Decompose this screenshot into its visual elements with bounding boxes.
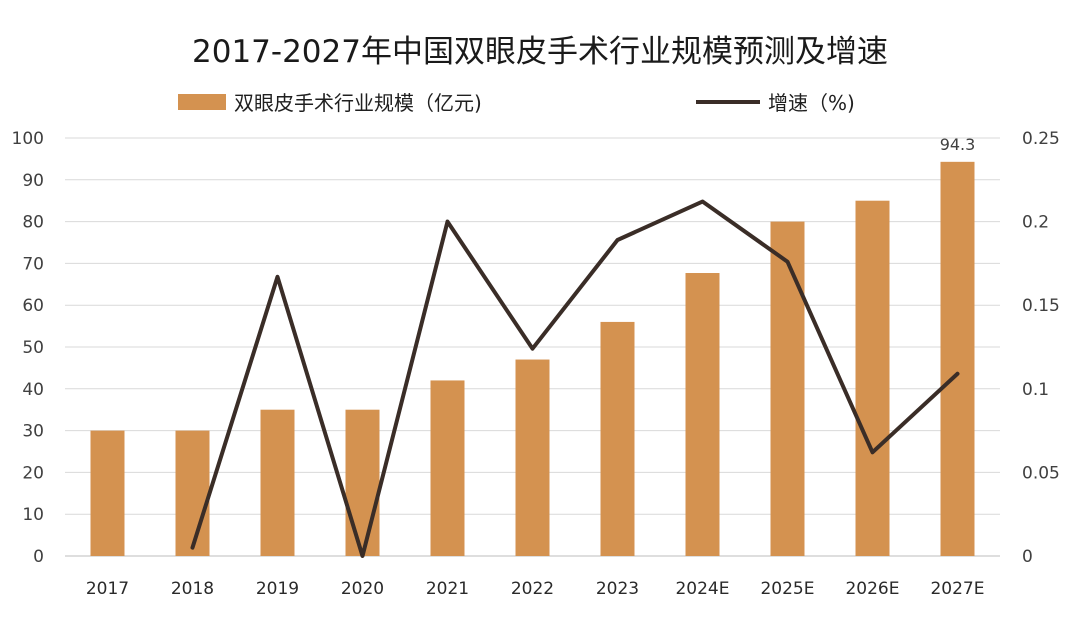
left-axis-ticks: 0 10 20 30 40 50 60 70 80 90 100 (12, 129, 44, 567)
bar (430, 380, 465, 556)
right-axis-tick-label: 0.25 (1022, 129, 1060, 149)
left-axis-tick-label: 50 (22, 338, 44, 358)
left-axis-tick-label: 90 (22, 171, 44, 191)
left-axis-tick-label: 60 (22, 296, 44, 316)
legend: 双眼皮手术行业规模（亿元) 增速（%) (178, 91, 855, 115)
right-axis-tick-label: 0.05 (1022, 463, 1060, 483)
bar (175, 430, 210, 556)
growth-rate-point (871, 450, 874, 454)
legend-label-line: 增速（%) (768, 91, 855, 115)
x-axis-tick-label: 2017 (86, 579, 129, 599)
bar (515, 359, 550, 556)
x-axis-tick-label: 2018 (171, 579, 214, 599)
chart-title: 2017-2027年中国双眼皮手术行业规模预测及增速 (192, 34, 888, 70)
bar (855, 200, 890, 556)
bar-data-label: 94.3 (940, 135, 976, 154)
right-axis-tick-label: 0.1 (1022, 380, 1049, 400)
left-axis-tick-label: 30 (22, 422, 44, 442)
right-axis-tick-label: 0.2 (1022, 213, 1049, 233)
x-axis-tick-label: 2026E (845, 579, 899, 599)
bar (345, 409, 380, 556)
growth-rate-line (190, 199, 960, 558)
x-axis-tick-label: 2022 (511, 579, 554, 599)
x-axis-tick-label: 2023 (596, 579, 639, 599)
left-axis-tick-label: 40 (22, 380, 44, 400)
growth-rate-point (531, 347, 534, 351)
growth-rate-point (956, 372, 959, 376)
line-series (190, 199, 960, 558)
growth-rate-point (446, 220, 449, 224)
bar (685, 273, 720, 556)
growth-rate-point (616, 238, 619, 242)
bar-series (90, 161, 975, 557)
bar (260, 409, 295, 556)
x-axis-tick-label: 2021 (426, 579, 469, 599)
growth-rate-point (361, 554, 364, 558)
legend-swatch-bar (178, 94, 226, 110)
left-axis-tick-label: 0 (33, 547, 44, 567)
growth-rate-point (191, 546, 194, 550)
bar (600, 321, 635, 556)
legend-label-bar: 双眼皮手术行业规模（亿元) (234, 91, 482, 115)
x-axis-tick-label: 2024E (675, 579, 729, 599)
x-axis-tick-label: 2019 (256, 579, 299, 599)
x-axis-tick-label: 2025E (760, 579, 814, 599)
right-axis-tick-label: 0 (1022, 547, 1033, 567)
x-axis-tick-label: 2020 (341, 579, 384, 599)
x-axis-ticks: 2017 2018 2019 2020 2021 2022 2023 2024E 2025E 20… (86, 579, 985, 599)
left-axis-tick-label: 20 (22, 463, 44, 483)
right-axis-tick-label: 0.15 (1022, 296, 1060, 316)
growth-rate-point (701, 200, 704, 204)
x-axis-tick-label: 2027E (930, 579, 984, 599)
left-axis-tick-label: 70 (22, 254, 44, 274)
left-axis-tick-label: 10 (22, 505, 44, 525)
left-axis-tick-label: 100 (12, 129, 44, 149)
growth-rate-point (276, 275, 279, 279)
left-axis-tick-label: 80 (22, 213, 44, 233)
growth-rate-point (786, 260, 789, 264)
bar (770, 221, 805, 556)
right-axis-ticks: 0 0.05 0.1 0.15 0.2 0.25 (1022, 129, 1060, 567)
data-labels: 94.3 (940, 135, 976, 154)
bar (940, 161, 975, 557)
bar (90, 430, 125, 556)
